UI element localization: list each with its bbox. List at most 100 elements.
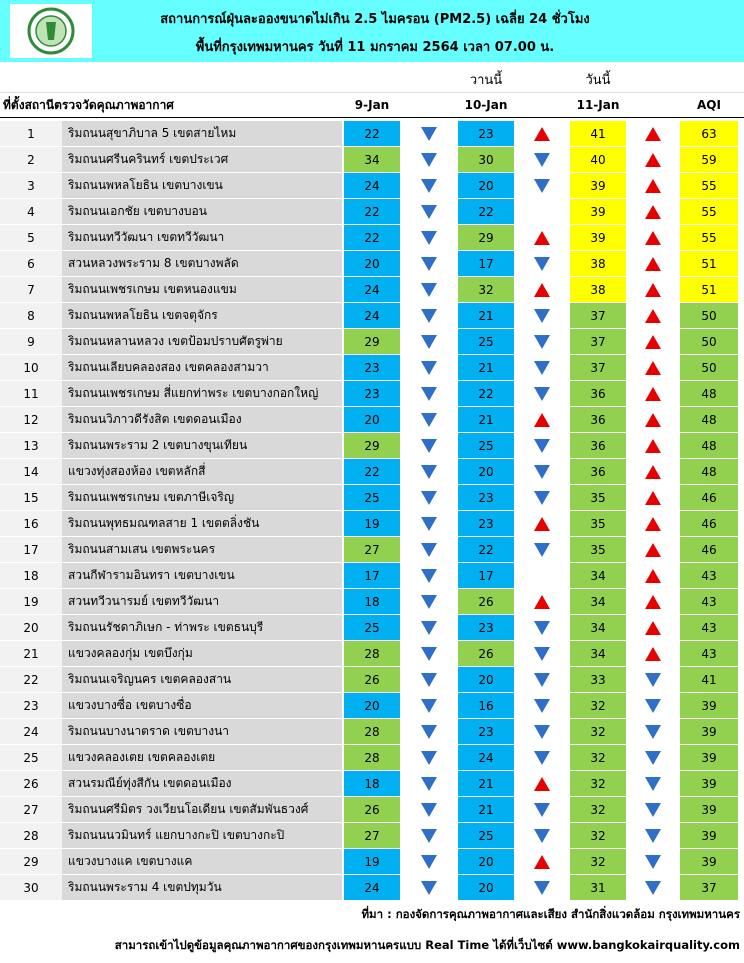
trend-cell — [514, 485, 570, 510]
arrow-shape — [534, 802, 550, 817]
arrow-shape — [645, 854, 661, 869]
value-cell: 23 — [344, 355, 400, 380]
arrow-shape — [534, 308, 550, 323]
value-cell: 33 — [570, 667, 626, 692]
station-name: ริมถนนบางนาตราด เขตบางนา — [62, 719, 342, 744]
trend-arrow — [645, 230, 661, 245]
value-cell: 24 — [458, 745, 514, 770]
value-cell: 24 — [344, 173, 400, 198]
value-cell: 36 — [570, 381, 626, 406]
value-cell: 24 — [344, 875, 400, 900]
trend-arrow — [421, 204, 437, 219]
station-name: ริมถนนศรีมิตร วงเวียนโอเดียน เขตสัมพันธว… — [62, 797, 342, 822]
arrow-shape — [421, 360, 437, 375]
value-cell: 43 — [680, 641, 738, 666]
trend-cell — [626, 693, 680, 718]
station-name: สวนหลวงพระราม 8 เขตบางพลัด — [62, 251, 342, 276]
trend-cell — [514, 121, 570, 146]
arrow-shape — [645, 230, 661, 245]
trend-cell — [400, 199, 458, 224]
station-name: แขวงคลองกุ่ม เขตบึงกุ่ม — [62, 641, 342, 666]
arrow-shape — [645, 178, 661, 193]
arrow-shape — [421, 568, 437, 583]
station-name: สวนรมณีย์ทุ่งสีกัน เขตดอนเมือง — [62, 771, 342, 796]
trend-cell — [400, 173, 458, 198]
arrow-shape — [421, 594, 437, 609]
trend-arrow — [645, 334, 661, 349]
value-cell: 21 — [458, 303, 514, 328]
value-cell: 23 — [458, 719, 514, 744]
trend-arrow — [534, 854, 550, 869]
arrow-shape — [645, 776, 661, 791]
trend-arrow — [645, 256, 661, 271]
arrow-shape — [421, 464, 437, 479]
trend-arrow — [645, 750, 661, 765]
trend-cell — [626, 381, 680, 406]
trend-cell — [514, 147, 570, 172]
trend-cell — [400, 797, 458, 822]
arrow-shape — [645, 490, 661, 505]
value-cell: 55 — [680, 225, 738, 250]
value-cell: 26 — [458, 641, 514, 666]
trend-cell — [626, 433, 680, 458]
trend-cell — [400, 849, 458, 874]
row-number: 10 — [0, 355, 62, 380]
trend-arrow — [534, 516, 550, 531]
trend-arrow — [645, 542, 661, 557]
station-name: ริมถนนเลียบคลองสอง เขตคลองสามวา — [62, 355, 342, 380]
station-name: ริมถนนพหลโยธิน เขตจตุจักร — [62, 303, 342, 328]
arrow-shape — [534, 646, 550, 661]
trend-cell — [400, 615, 458, 640]
value-cell: 59 — [680, 147, 738, 172]
trend-arrow — [645, 490, 661, 505]
value-cell: 27 — [344, 537, 400, 562]
arrow-shape — [421, 386, 437, 401]
trend-arrow — [534, 412, 550, 427]
station-name: สวนทวีวนารมย์ เขตทวีวัฒนา — [62, 589, 342, 614]
column-header: 10-Jan — [464, 98, 508, 112]
trend-arrow — [421, 802, 437, 817]
logo-icon — [27, 7, 75, 55]
value-cell: 35 — [570, 537, 626, 562]
trend-cell — [514, 277, 570, 302]
trend-arrow — [645, 386, 661, 401]
trend-arrow — [645, 152, 661, 167]
trend-arrow — [534, 620, 550, 635]
row-number: 19 — [0, 589, 62, 614]
arrow-shape — [534, 230, 550, 245]
trend-cell — [514, 173, 570, 198]
subtitle: พื้นที่กรุงเทพมหานคร วันที่ 11 มกราคม 25… — [195, 40, 555, 55]
trend-arrow — [421, 438, 437, 453]
trend-arrow — [534, 464, 550, 479]
value-cell: 39 — [680, 849, 738, 874]
value-cell: 20 — [458, 459, 514, 484]
arrow-shape — [534, 282, 550, 297]
trend-cell — [626, 537, 680, 562]
trend-cell — [626, 355, 680, 380]
arrow-shape — [645, 334, 661, 349]
title: สถานการณ์ฝุ่นละอองขนาดไม่เกิน 2.5 ไมครอน… — [160, 12, 590, 27]
row-number: 25 — [0, 745, 62, 770]
arrow-shape — [421, 256, 437, 271]
value-cell: 37 — [570, 303, 626, 328]
header-row — [0, 92, 744, 118]
trend-cell — [514, 459, 570, 484]
trend-cell — [626, 199, 680, 224]
row-number: 21 — [0, 641, 62, 666]
arrow-shape — [534, 178, 550, 193]
value-cell: 22 — [344, 459, 400, 484]
station-name: ริมถนนเอกชัย เขตบางบอน — [62, 199, 342, 224]
trend-arrow — [421, 490, 437, 505]
arrow-shape — [645, 880, 661, 895]
trend-arrow — [421, 880, 437, 895]
trend-cell — [400, 589, 458, 614]
value-cell: 25 — [458, 329, 514, 354]
value-cell: 24 — [344, 303, 400, 328]
trend-cell — [400, 485, 458, 510]
trend-cell — [514, 355, 570, 380]
station-name: แขวงบางซื่อ เขตบางซื่อ — [62, 693, 342, 718]
row-number: 9 — [0, 329, 62, 354]
row-number: 15 — [0, 485, 62, 510]
trend-cell — [626, 797, 680, 822]
arrow-shape — [421, 542, 437, 557]
